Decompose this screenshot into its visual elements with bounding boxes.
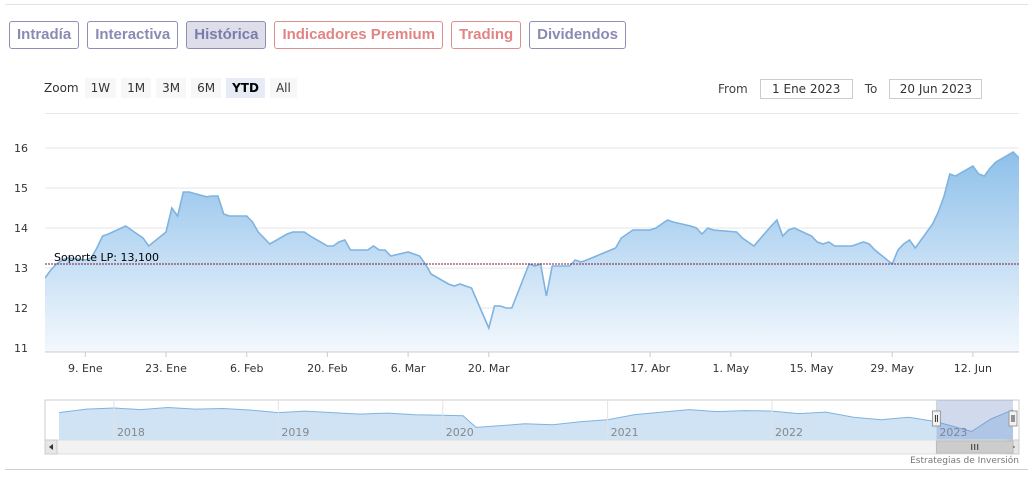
- navigator-left-handle[interactable]: [931, 410, 941, 427]
- tab-dividendos[interactable]: Dividendos: [529, 21, 627, 49]
- tab-historica[interactable]: Histórica: [186, 21, 267, 49]
- x-tick-label: 9. Ene: [68, 362, 103, 375]
- x-tick-label: 20. Mar: [468, 362, 510, 375]
- from-date-input[interactable]: 1 Ene 2023: [759, 79, 853, 99]
- x-tick-label: 6. Mar: [391, 362, 426, 375]
- zoom-all-button[interactable]: All: [269, 78, 297, 98]
- navigator-area: [59, 407, 1013, 440]
- x-tick-label: 15. May: [790, 362, 834, 375]
- navigator-year-label: 2021: [611, 426, 639, 439]
- y-tick-label: 11: [14, 342, 28, 355]
- x-tick-label: 1. May: [712, 362, 749, 375]
- navigator-line: [58, 406, 1014, 433]
- to-label: To: [864, 82, 878, 96]
- navigator-year-label: 2020: [446, 426, 474, 439]
- navigator-right-handle[interactable]: [1008, 410, 1018, 427]
- navigator-selection[interactable]: [936, 400, 1013, 440]
- to-date-input[interactable]: 20 Jun 2023: [889, 79, 983, 99]
- x-tick-label: 29. May: [870, 362, 914, 375]
- navigator-year-label: 2019: [281, 426, 309, 439]
- plot-top-border: [45, 113, 1019, 114]
- zoom-label: Zoom: [44, 81, 79, 95]
- credits-text[interactable]: Estrategias de Inversión: [910, 456, 1019, 466]
- handle-body[interactable]: [1008, 410, 1018, 427]
- x-tick-label: 6. Feb: [230, 362, 263, 375]
- price-area: [45, 152, 1019, 352]
- tab-intradia[interactable]: Intradía: [9, 21, 80, 49]
- y-tick-label: 15: [14, 182, 28, 195]
- x-tick-label: 12. Jun: [954, 362, 992, 375]
- scrollbar-track[interactable]: [44, 439, 1020, 455]
- navigator-year-label: 2022: [775, 426, 803, 439]
- navigator-year-label: 2018: [117, 426, 145, 439]
- tab-interactiva[interactable]: Interactiva: [87, 21, 179, 49]
- x-tick-label: 23. Ene: [145, 362, 187, 375]
- navigator-year-label: 2023: [939, 426, 967, 439]
- top-divider: [5, 4, 1028, 5]
- zoom-6m-button[interactable]: 6M: [191, 78, 222, 98]
- price-line: [45, 150, 1019, 331]
- zoom-3m-button[interactable]: 3M: [156, 78, 187, 98]
- bottom-divider: [5, 469, 1028, 470]
- tab-indicadores-premium[interactable]: Indicadores Premium: [274, 21, 443, 49]
- zoom-1m-button[interactable]: 1M: [121, 78, 152, 98]
- handle-body[interactable]: [931, 410, 941, 427]
- zoom-1w-button[interactable]: 1W: [84, 78, 117, 98]
- arrow-left-icon: [49, 444, 53, 450]
- x-tick-label: 17. Abr: [630, 362, 670, 375]
- tab-trading[interactable]: Trading: [451, 21, 522, 49]
- zoom-selector: Zoom 1W 1M 3M 6M YTD All: [44, 78, 302, 98]
- y-tick-label: 16: [14, 142, 28, 155]
- date-range: From 1 Ene 2023 To 20 Jun 2023: [718, 79, 994, 99]
- from-label: From: [718, 82, 748, 96]
- support-label: Soporte LP: 13,100: [54, 251, 159, 264]
- zoom-ytd-button[interactable]: YTD: [226, 78, 265, 98]
- price-chart: 11 12 13 14 15 16 Soporte LP: 13,100 9. Ene 23. …: [14, 142, 1020, 455]
- x-tick-label: 20. Feb: [307, 362, 347, 375]
- y-tick-label: 14: [14, 222, 28, 235]
- view-tabs: Intradía Interactiva Histórica Indicador…: [9, 21, 627, 49]
- y-tick-label: 12: [14, 302, 28, 315]
- y-tick-label: 13: [14, 262, 28, 275]
